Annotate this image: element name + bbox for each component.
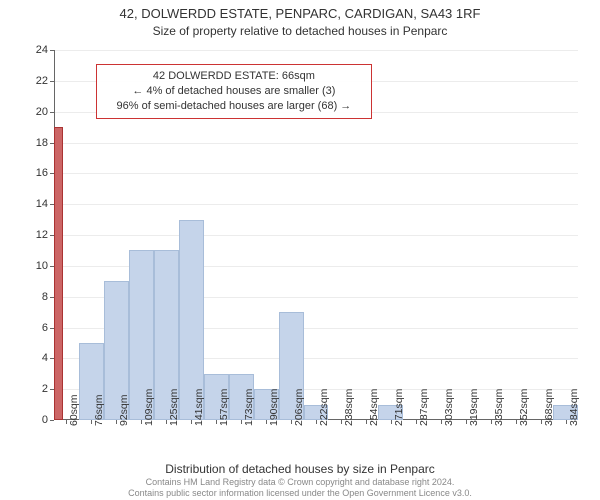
xtick-mark — [391, 420, 392, 424]
gridline — [54, 235, 578, 236]
xtick-mark — [541, 420, 542, 424]
xtick-label: 109sqm — [143, 389, 155, 426]
xtick-mark — [166, 420, 167, 424]
xtick-mark — [216, 420, 217, 424]
footer-line1: Contains HM Land Registry data © Crown c… — [0, 477, 600, 487]
xtick-mark — [66, 420, 67, 424]
xtick-mark — [566, 420, 567, 424]
chart-plot-area: 024681012141618202224 60sqm76sqm92sqm109… — [54, 50, 578, 420]
xtick-mark — [466, 420, 467, 424]
annotation-line3: 96% of semi-detached houses are larger (… — [105, 99, 363, 114]
xtick-label: 254sqm — [368, 389, 380, 426]
xtick-label: 141sqm — [193, 389, 205, 426]
xtick-label: 384sqm — [568, 389, 580, 426]
xtick-mark — [191, 420, 192, 424]
gridline — [54, 143, 578, 144]
annotation-box: 42 DOLWERDD ESTATE: 66sqm ← 4% of detach… — [96, 64, 372, 119]
xtick-label: 319sqm — [468, 389, 480, 426]
annotation-line2: ← 4% of detached houses are smaller (3) — [105, 84, 363, 99]
ytick-mark — [50, 420, 54, 421]
gridline — [54, 204, 578, 205]
chart-subtitle: Size of property relative to detached ho… — [0, 23, 600, 38]
xtick-mark — [441, 420, 442, 424]
gridline — [54, 173, 578, 174]
xtick-label: 206sqm — [293, 389, 305, 426]
annotation-line1: 42 DOLWERDD ESTATE: 66sqm — [105, 69, 363, 84]
xtick-label: 173sqm — [243, 389, 255, 426]
xtick-label: 271sqm — [393, 389, 405, 426]
xtick-mark — [316, 420, 317, 424]
xtick-mark — [241, 420, 242, 424]
footer-attribution: Contains HM Land Registry data © Crown c… — [0, 477, 600, 498]
xtick-mark — [116, 420, 117, 424]
xtick-label: 125sqm — [168, 389, 180, 426]
xtick-mark — [491, 420, 492, 424]
xtick-label: 92sqm — [118, 394, 130, 426]
xtick-label: 335sqm — [493, 389, 505, 426]
xtick-mark — [141, 420, 142, 424]
xtick-mark — [341, 420, 342, 424]
xtick-label: 238sqm — [343, 389, 355, 426]
gridline — [54, 50, 578, 51]
xtick-label: 368sqm — [543, 389, 555, 426]
xtick-label: 76sqm — [93, 394, 105, 426]
xtick-mark — [366, 420, 367, 424]
xtick-label: 303sqm — [443, 389, 455, 426]
xtick-mark — [91, 420, 92, 424]
xtick-label: 287sqm — [418, 389, 430, 426]
xtick-mark — [416, 420, 417, 424]
highlight-bar — [54, 127, 63, 420]
x-axis-label: Distribution of detached houses by size … — [0, 462, 600, 476]
xtick-mark — [291, 420, 292, 424]
footer-line2: Contains public sector information licen… — [0, 488, 600, 498]
xtick-label: 352sqm — [518, 389, 530, 426]
xtick-label: 222sqm — [318, 389, 330, 426]
xtick-label: 157sqm — [218, 389, 230, 426]
xtick-label: 190sqm — [268, 389, 280, 426]
xtick-label: 60sqm — [68, 394, 80, 426]
xtick-mark — [266, 420, 267, 424]
chart-title: 42, DOLWERDD ESTATE, PENPARC, CARDIGAN, … — [0, 0, 600, 23]
xtick-mark — [516, 420, 517, 424]
